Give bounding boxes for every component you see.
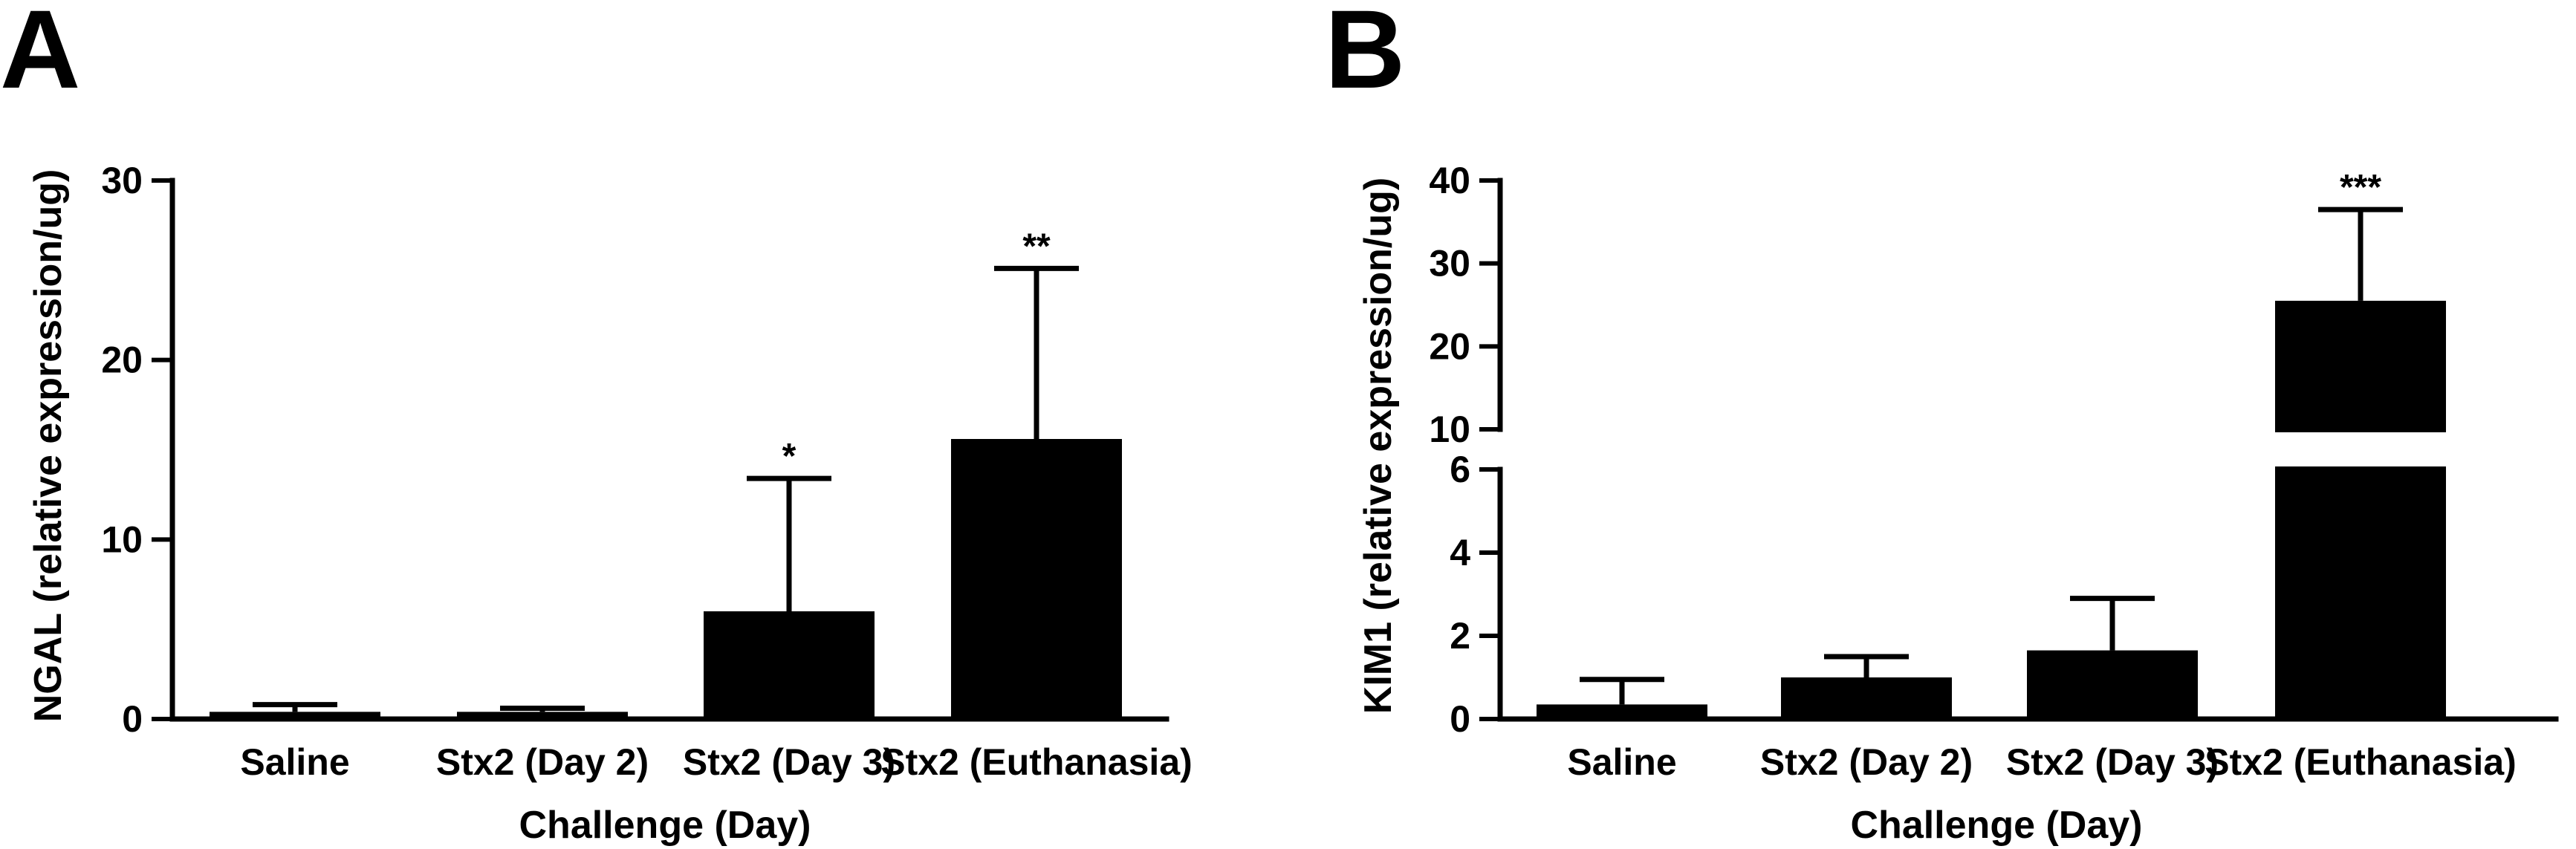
category-label-a-1: Stx2 (Day 2)	[436, 741, 649, 783]
category-label-a-0: Saline	[240, 741, 349, 783]
y-tick-label-a-1: 10	[101, 518, 143, 560]
category-label-a-2: Stx2 (Day 3)	[683, 741, 895, 783]
bar-a-3	[951, 439, 1122, 719]
y-tick-label-b-3: 6	[1450, 449, 1470, 490]
bar-a-2	[704, 611, 875, 719]
significance-label-b-3: ***	[2340, 168, 2381, 207]
y-tick-label-a-3: 30	[101, 160, 143, 201]
bar-a-0	[210, 712, 380, 719]
x-axis-title-a: Challenge (Day)	[519, 804, 811, 847]
y-tick-label-b-2: 4	[1450, 532, 1470, 573]
y-tick-label-b-4: 10	[1429, 409, 1470, 450]
category-label-b-3: Stx2 (Euthanasia)	[2204, 741, 2517, 783]
significance-label-a-3: **	[1022, 227, 1051, 266]
y-tick-label-a-0: 0	[122, 698, 143, 740]
axis-break-gap	[1508, 432, 2563, 466]
chart-panel-b: B KIM1 (relative expression/ug) Challeng…	[1325, 0, 2563, 847]
bar-b-1	[1781, 677, 1952, 719]
bar-a-1	[457, 712, 628, 719]
x-axis-title-b: Challenge (Day)	[1851, 804, 2143, 847]
y-tick-label-b-0: 0	[1450, 698, 1470, 740]
y-tick-label-b-5: 20	[1429, 325, 1470, 367]
panel-label-a: A	[0, 0, 80, 111]
bar-b-2	[2027, 650, 2198, 719]
bar-b-0	[1537, 704, 1707, 719]
y-tick-label-a-2: 20	[101, 339, 143, 381]
category-label-b-2: Stx2 (Day 3)	[2006, 741, 2219, 783]
significance-label-a-2: *	[782, 437, 797, 476]
y-axis-title-a: NGAL (relative expression/ug)	[27, 169, 70, 723]
category-label-a-3: Stx2 (Euthanasia)	[880, 741, 1193, 783]
chart-panel-a: A NGAL (relative expression/ug) Challeng…	[0, 0, 1193, 847]
y-axis-title-b: KIM1 (relative expression/ug)	[1357, 178, 1400, 714]
y-tick-label-b-6: 30	[1429, 243, 1470, 284]
category-label-b-0: Saline	[1567, 741, 1676, 783]
bar-b-3	[2275, 300, 2446, 720]
y-tick-label-b-7: 40	[1429, 160, 1470, 201]
y-tick-label-b-1: 2	[1450, 615, 1470, 657]
panel-label-b: B	[1325, 0, 1405, 111]
category-label-b-1: Stx2 (Day 2)	[1760, 741, 1973, 783]
